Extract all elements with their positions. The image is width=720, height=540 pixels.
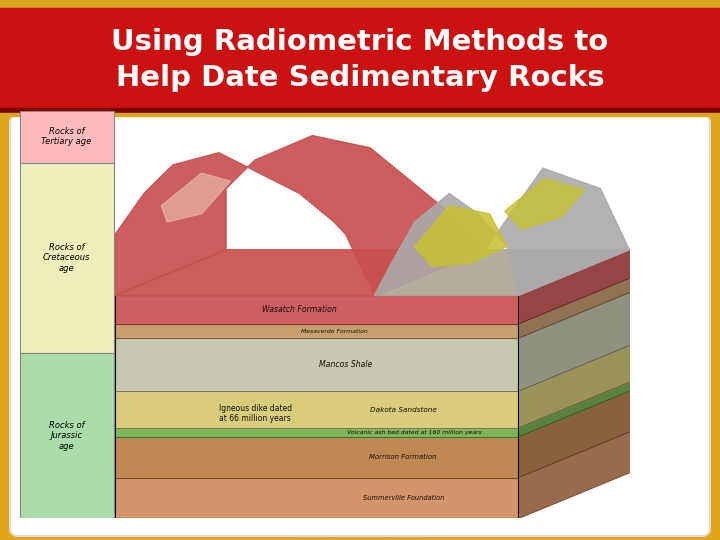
Text: Mancos Shale: Mancos Shale	[319, 360, 372, 369]
Text: Rocks of
Jurassic
age: Rocks of Jurassic age	[49, 421, 84, 450]
Text: Rocks of
Cretaceous
age: Rocks of Cretaceous age	[43, 243, 90, 273]
Bar	[19, 111, 114, 163]
Polygon shape	[374, 249, 629, 295]
Polygon shape	[115, 324, 518, 338]
Bar	[0, 113, 720, 116]
Polygon shape	[415, 206, 507, 267]
Text: Wasatch Formation: Wasatch Formation	[262, 305, 337, 314]
Bar	[19, 163, 114, 353]
Polygon shape	[115, 428, 518, 437]
Polygon shape	[115, 391, 518, 428]
Text: Igneous dike dated
at 66 million years: Igneous dike dated at 66 million years	[219, 404, 292, 423]
Polygon shape	[518, 391, 629, 477]
Polygon shape	[518, 382, 629, 437]
Polygon shape	[115, 338, 518, 391]
Polygon shape	[518, 249, 629, 324]
Text: Summerville Foundation: Summerville Foundation	[362, 495, 444, 501]
Text: Help Date Sedimentary Rocks: Help Date Sedimentary Rocks	[116, 64, 604, 92]
Polygon shape	[115, 295, 518, 324]
Polygon shape	[505, 178, 585, 230]
Polygon shape	[374, 168, 629, 295]
Text: Morrison Formation: Morrison Formation	[369, 454, 437, 460]
Text: Using Radiometric Methods to: Using Radiometric Methods to	[112, 28, 608, 56]
Polygon shape	[518, 293, 629, 391]
Text: Dakota Sandstone: Dakota Sandstone	[370, 407, 436, 413]
Polygon shape	[161, 173, 230, 222]
Text: Volcanic ash bed dated at 160 million years: Volcanic ash bed dated at 160 million ye…	[347, 430, 482, 435]
FancyBboxPatch shape	[10, 115, 710, 536]
Text: Mesaverde Formation: Mesaverde Formation	[301, 328, 367, 334]
Polygon shape	[518, 432, 629, 518]
Polygon shape	[518, 346, 629, 428]
Bar	[19, 353, 114, 518]
Polygon shape	[115, 249, 485, 295]
Text: Rocks of
Tertiary age: Rocks of Tertiary age	[42, 127, 91, 146]
Bar	[0, 0, 720, 8]
Polygon shape	[115, 477, 518, 518]
Polygon shape	[115, 136, 485, 295]
Polygon shape	[518, 278, 629, 338]
Bar	[0, 108, 720, 113]
Bar	[0, 8, 720, 108]
Polygon shape	[115, 437, 518, 477]
